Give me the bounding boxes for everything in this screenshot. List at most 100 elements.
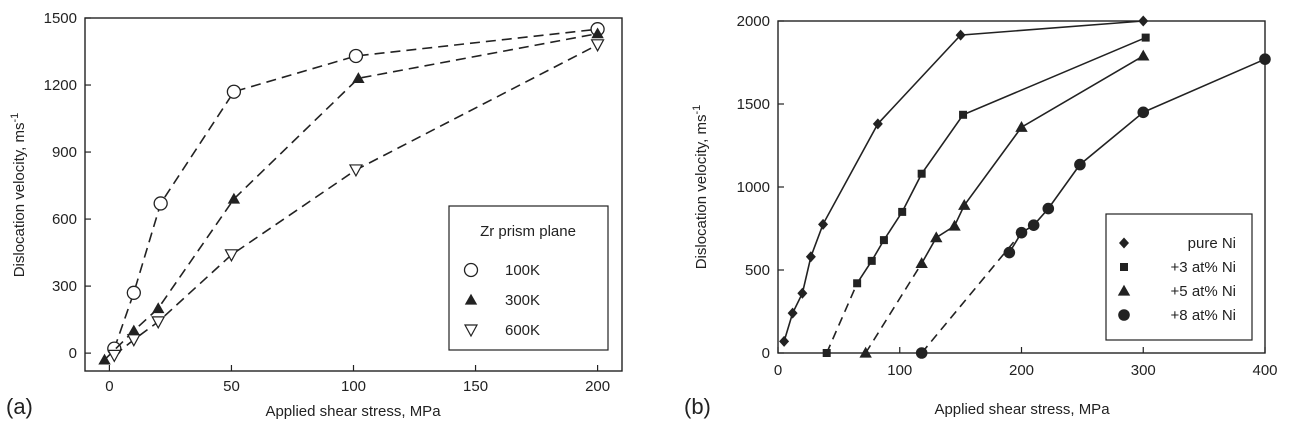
panel-b-x-tick-label: 400	[1252, 362, 1277, 379]
panel-b-series-line-1	[856, 36, 1147, 284]
panel-a-data-point	[107, 349, 122, 363]
panel-a-data-point	[152, 302, 165, 314]
panel-a-data-point	[348, 48, 364, 64]
panel-b-legend-label: +3 at% Ni	[1171, 259, 1236, 276]
panel-b-legend-marker	[1118, 309, 1130, 321]
panel-b-data-point	[859, 346, 872, 358]
panel-a-y-tick-label: 1500	[44, 10, 77, 27]
panel-b-data-point	[1015, 226, 1028, 239]
panel-a-legend-marker	[463, 324, 479, 338]
panel-a-data-point	[348, 164, 363, 178]
panel-a-y-tick-label: 300	[52, 278, 77, 295]
panel-b-data-point	[1027, 219, 1040, 231]
panel-b-legend-box	[1105, 213, 1253, 341]
panel-a-series	[98, 22, 605, 365]
panel-b-y-tick-label: 500	[745, 262, 770, 279]
panel-a-x-tick-label: 200	[585, 378, 610, 395]
panel-a-data-point	[153, 196, 168, 211]
panel-a-x-tick-label: 50	[223, 378, 240, 395]
panel-b-legend-label: +5 at% Ni	[1171, 283, 1236, 300]
panel-b-legend-label: pure Ni	[1188, 235, 1236, 252]
panel-a-data-point	[227, 192, 241, 204]
panel-b-x-tick-label: 200	[1009, 362, 1034, 379]
panel-a-label: (a)	[6, 394, 33, 419]
panel-a-x-ticks: 0 50 100 150 200	[105, 365, 610, 395]
panel-a-x-axis-label: Applied shear stress, MPa	[265, 403, 441, 420]
panel-a-y-ticks: 0 300 600 900 1200 1500	[44, 10, 91, 362]
panel-b-data-point	[955, 29, 966, 41]
panel-a-data-point	[590, 39, 605, 53]
panel-b-data-point	[1003, 246, 1016, 259]
panel-b-data-point	[959, 110, 968, 119]
panel-b-y-tick-label: 1000	[737, 179, 770, 196]
panel-b-data-point	[787, 307, 798, 319]
panel-b-series-dashed-extrapolation-2	[864, 262, 923, 354]
panel-a: 0 300 600 900 1200 1500 0 50 100 150 200 Applied …	[6, 10, 623, 420]
panel-a-y-axis-label: Dislocation velocity, ms-1	[9, 113, 28, 278]
panel-a-series-line-0	[113, 28, 598, 349]
panel-b-data-point	[1137, 106, 1150, 119]
panel-b-data-point	[1137, 49, 1150, 61]
panel-b-data-point	[898, 207, 907, 216]
panel-b-data-point	[948, 219, 961, 231]
panel-b-series-dashed-extrapolation-1	[825, 282, 858, 354]
panel-b-y-tick-label: 1500	[737, 96, 770, 113]
panel-a-legend: Zr prism plane 100K 300K 600K	[448, 205, 609, 351]
panel-b-data-point	[797, 287, 808, 299]
panel-b-data-point	[1015, 121, 1028, 132]
panel-b-series	[779, 15, 1271, 359]
panel-a-legend-marker	[464, 293, 478, 305]
panel-b-data-point	[867, 256, 876, 265]
panel-b-data-point	[779, 335, 790, 347]
panel-b-x-axis-label: Applied shear stress, MPa	[934, 401, 1110, 418]
panel-b-y-tick-label: 0	[762, 345, 770, 362]
panel-a-data-point	[126, 285, 141, 300]
panel-a-data-point	[98, 353, 111, 365]
panel-a-x-tick-label: 100	[341, 378, 366, 395]
panel-a-legend-title: Zr prism plane	[480, 223, 576, 240]
panel-a-data-point	[224, 249, 239, 263]
panel-a-data-point	[127, 324, 141, 336]
panel-a-data-point	[591, 27, 604, 39]
panel-b-data-point	[1138, 15, 1149, 27]
panel-b-data-point	[879, 236, 888, 245]
panel-b-legend-label: +8 at% Ni	[1171, 307, 1236, 324]
panel-b-label: (b)	[684, 394, 711, 419]
panel-a-data-point	[352, 72, 365, 83]
panel-b: 0 500 1000 1500 2000 0 100 200 300 400 Applied s…	[684, 13, 1278, 419]
panel-b-legend-marker	[1120, 263, 1128, 271]
panel-b-y-tick-label: 2000	[737, 13, 770, 30]
panel-b-data-point	[930, 231, 943, 243]
panel-a-data-point	[151, 316, 166, 330]
panel-b-data-point	[915, 347, 928, 359]
panel-a-legend-label: 100K	[505, 262, 540, 279]
panel-a-y-tick-label: 900	[52, 144, 77, 161]
panel-b-data-point	[805, 251, 816, 263]
panel-b-legend-marker	[1119, 237, 1129, 249]
panel-b-x-tick-label: 100	[887, 362, 912, 379]
panel-a-y-tick-label: 1200	[44, 77, 77, 94]
panel-b-data-point	[1259, 53, 1271, 65]
panel-b-y-axis-label: Dislocation velocity, ms-1	[691, 105, 710, 270]
panel-a-y-tick-label: 600	[52, 211, 77, 228]
panel-b-data-point	[822, 349, 831, 357]
panel-b-y-ticks: 0 500 1000 1500 2000	[737, 13, 784, 362]
panel-b-data-point	[1074, 158, 1086, 171]
panel-a-legend-label: 300K	[505, 292, 540, 309]
panel-a-x-tick-label: 0	[105, 378, 113, 395]
panel-b-legend-marker	[1117, 284, 1131, 296]
panel-b-x-tick-label: 300	[1131, 362, 1156, 379]
panel-b-data-point	[958, 199, 971, 210]
panel-b-data-point	[872, 118, 883, 130]
panel-b-series-line-0	[783, 20, 1144, 342]
panel-b-data-point	[915, 257, 928, 269]
panel-a-y-tick-label: 0	[69, 345, 77, 362]
panel-a-data-point	[126, 334, 141, 347]
panel-b-data-point	[853, 279, 862, 288]
panel-a-x-tick-label: 150	[463, 378, 488, 395]
panel-b-legend: pure Ni +3 at% Ni +5 at% Ni +8 at% Ni	[1105, 213, 1253, 341]
panel-a-legend-label: 600K	[505, 322, 540, 339]
panel-b-series-dashed-extrapolation-3	[921, 232, 1023, 354]
panel-a-series-line-2	[113, 44, 598, 357]
